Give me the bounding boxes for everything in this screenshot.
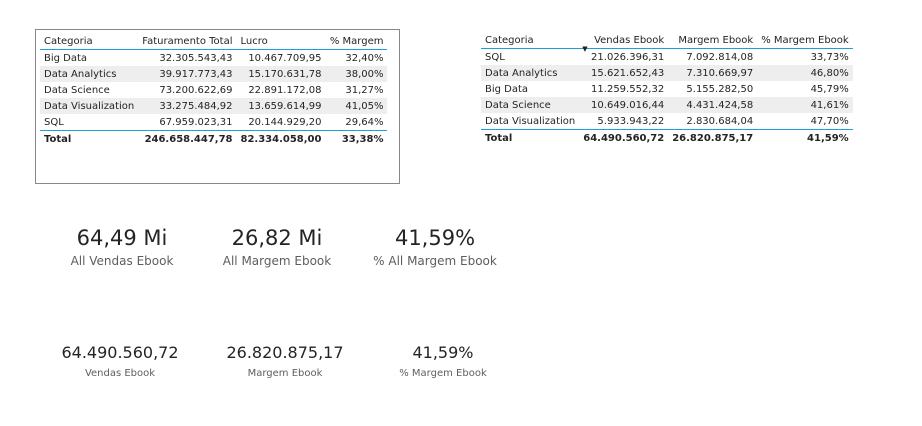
cell-categoria: Data Visualization: [44, 100, 135, 112]
table-row[interactable]: Data Science 73.200.622,69 22.891.172,08…: [40, 82, 387, 98]
card-value: 41,59%: [412, 343, 474, 362]
cell-margem-ebook: 7.092.814,08: [686, 51, 754, 63]
table-faturamento-visual[interactable]: Categoria Faturamento Total Lucro % Marg…: [35, 29, 400, 184]
table-total-row: Total 64.490.560,72 26.820.875,17 41,59%: [481, 130, 853, 147]
total-faturamento: 246.658.447,78: [144, 133, 233, 145]
table-row[interactable]: Data Visualization 5.933.943,22 2.830.68…: [481, 113, 853, 130]
cell-lucro: 20.144.929,20: [248, 116, 322, 128]
cell-pct-margem-ebook: 41,61%: [810, 99, 849, 111]
table-row[interactable]: SQL 67.959.023,31 20.144.929,20 29,64%: [40, 114, 388, 131]
cell-vendas-ebook: 21.026.396,31: [591, 51, 665, 63]
total-margem-ebook: 26.820.875,17: [672, 132, 754, 144]
card-all-margem-ebook[interactable]: 26,82 Mi All Margem Ebook: [217, 225, 337, 269]
cell-margem-ebook: 4.431.424,58: [686, 99, 754, 111]
cell-pct-margem-ebook: 45,79%: [810, 83, 849, 95]
card-label: All Vendas Ebook: [70, 254, 174, 268]
cell-margem-ebook: 2.830.684,04: [686, 115, 754, 127]
card-vendas-ebook[interactable]: 64.490.560,72 Vendas Ebook: [55, 343, 185, 381]
card-value: 26.820.875,17: [226, 343, 344, 362]
total-margem: 33,38%: [341, 133, 384, 145]
total-vendas-ebook: 64.490.560,72: [583, 132, 665, 144]
sort-descending-icon: ▼: [582, 45, 588, 53]
column-header-pct-margem-ebook[interactable]: % Margem Ebook: [761, 35, 849, 46]
cell-categoria: SQL: [485, 51, 505, 63]
total-label: Total: [44, 133, 72, 145]
cell-margem: 32,40%: [345, 52, 384, 64]
cell-categoria: Big Data: [485, 83, 529, 95]
cell-margem-ebook: 5.155.282,50: [686, 83, 754, 95]
cell-categoria: Data Visualization: [485, 115, 576, 127]
cell-faturamento: 33.275.484,92: [159, 100, 233, 112]
total-label: Total: [485, 132, 513, 144]
card-label: % Margem Ebook: [399, 368, 487, 379]
table-row[interactable]: Data Analytics 15.621.652,43 7.310.669,9…: [481, 65, 853, 81]
card-margem-ebook[interactable]: 26.820.875,17 Margem Ebook: [220, 343, 350, 381]
cell-categoria: Data Science: [485, 99, 551, 111]
cell-faturamento: 39.917.773,43: [159, 68, 233, 80]
table-total-row: Total 246.658.447,78 82.334.058,00 33,38…: [40, 131, 387, 148]
cell-margem: 41,05%: [345, 100, 384, 112]
cell-margem: 31,27%: [345, 84, 384, 96]
cell-faturamento: 32.305.543,43: [159, 52, 233, 64]
card-label: All Margem Ebook: [222, 254, 332, 268]
card-all-vendas-ebook[interactable]: 64,49 Mi All Vendas Ebook: [62, 225, 182, 269]
table-faturamento: Categoria Faturamento Total Lucro % Marg…: [40, 36, 388, 148]
column-header-lucro[interactable]: Lucro: [240, 36, 268, 47]
cell-lucro: 13.659.614,99: [248, 100, 322, 112]
cell-faturamento: 67.959.023,31: [159, 116, 233, 128]
cell-pct-margem-ebook: 47,70%: [810, 115, 849, 127]
cell-categoria: SQL: [44, 116, 64, 128]
cell-vendas-ebook: 10.649.016,44: [591, 99, 665, 111]
cell-margem: 38,00%: [345, 68, 384, 80]
table-header-row: Categoria Faturamento Total Lucro % Marg…: [40, 36, 388, 50]
column-header-margem-ebook[interactable]: Margem Ebook: [678, 35, 754, 46]
cell-vendas-ebook: 11.259.552,32: [591, 83, 665, 95]
table-row[interactable]: SQL 21.026.396,31 7.092.814,08 33,73%: [481, 49, 853, 66]
card-label: Vendas Ebook: [84, 368, 156, 379]
total-lucro: 82.334.058,00: [240, 133, 322, 145]
cell-lucro: 10.467.709,95: [248, 52, 322, 64]
table-row[interactable]: Data Visualization 33.275.484,92 13.659.…: [40, 98, 388, 114]
card-value: 26,82 Mi: [231, 226, 323, 250]
card-pct-margem-ebook[interactable]: 41,59% % Margem Ebook: [383, 343, 503, 381]
column-header-categoria[interactable]: Categoria: [485, 35, 534, 46]
card-pct-all-margem-ebook[interactable]: 41,59% % All Margem Ebook: [370, 225, 500, 269]
card-value: 64.490.560,72: [61, 343, 179, 362]
column-header-faturamento[interactable]: Faturamento Total: [142, 36, 233, 47]
cell-categoria: Data Analytics: [44, 68, 117, 80]
card-label: % All Margem Ebook: [373, 254, 497, 268]
cell-categoria: Data Science: [44, 84, 110, 96]
cell-categoria: Big Data: [44, 52, 88, 64]
table-row[interactable]: Data Analytics 39.917.773,43 15.170.631,…: [40, 66, 388, 82]
card-value: 41,59%: [394, 226, 476, 250]
cell-lucro: 22.891.172,08: [248, 84, 322, 96]
table-ebook: Categoria Vendas Ebook ▼ Margem Ebook % …: [481, 35, 853, 146]
table-row[interactable]: Data Science 10.649.016,44 4.431.424,58 …: [481, 97, 853, 113]
table-header-row: Categoria Vendas Ebook ▼ Margem Ebook % …: [481, 35, 853, 53]
table-row[interactable]: Big Data 11.259.552,32 5.155.282,50 45,7…: [481, 81, 853, 97]
cell-vendas-ebook: 15.621.652,43: [591, 67, 665, 79]
card-value: 64,49 Mi: [76, 226, 168, 250]
cell-faturamento: 73.200.622,69: [159, 84, 233, 96]
total-pct-margem-ebook: 41,59%: [807, 132, 849, 144]
cell-margem-ebook: 7.310.669,97: [686, 67, 754, 79]
column-header-vendas-ebook[interactable]: Vendas Ebook ▼: [579, 35, 668, 53]
cell-vendas-ebook: 5.933.943,22: [597, 115, 665, 127]
cell-categoria: Data Analytics: [485, 67, 558, 79]
cell-margem: 29,64%: [345, 116, 384, 128]
column-header-label: Vendas Ebook: [594, 35, 665, 46]
cell-pct-margem-ebook: 33,73%: [810, 51, 849, 63]
column-header-categoria[interactable]: Categoria: [44, 36, 93, 47]
table-ebook-visual[interactable]: Categoria Vendas Ebook ▼ Margem Ebook % …: [477, 29, 853, 159]
card-label: Margem Ebook: [247, 368, 323, 379]
cell-lucro: 15.170.631,78: [248, 68, 322, 80]
cell-pct-margem-ebook: 46,80%: [810, 67, 849, 79]
column-header-margem[interactable]: % Margem: [329, 36, 384, 47]
table-row[interactable]: Big Data 32.305.543,43 10.467.709,95 32,…: [40, 50, 387, 67]
